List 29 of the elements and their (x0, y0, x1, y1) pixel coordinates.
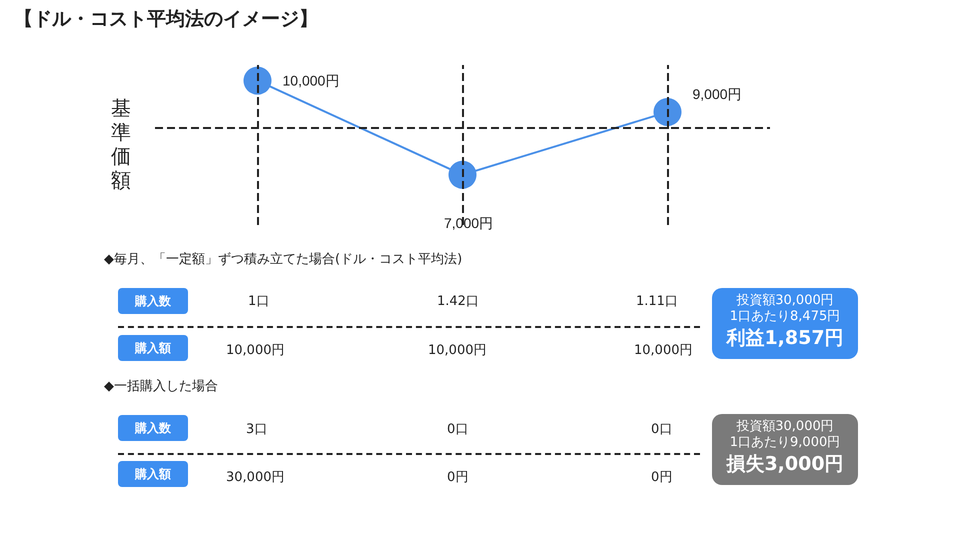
text: 1口あたり9,000円 (728, 435, 842, 451)
text: 1.42口 (437, 293, 479, 310)
text: 3口 (246, 421, 268, 438)
text: 30,000円 (226, 469, 284, 486)
y-axis-title: 基準価額 (111, 98, 131, 192)
text: ◆毎月、「一定額」ずつ積み立てた場合(ドル・コスト平均法) (104, 251, 462, 268)
data-label: 10,000円 (282, 72, 340, 89)
text: 0口 (447, 421, 468, 438)
text: 1口 (248, 293, 270, 310)
text: 購入数 (118, 288, 188, 314)
data-label: 7,000円 (444, 214, 494, 231)
text: 購入額 (118, 461, 188, 487)
chart-title: 【ドル・コスト平均法のイメージ】 (14, 7, 318, 32)
text: 損失3,000円 (725, 452, 845, 477)
data-label: 9,000円 (692, 86, 742, 102)
text: 1.11口 (636, 293, 678, 310)
text: ◆一括購入した場合 (104, 378, 218, 395)
text: 利益1,857円 (725, 326, 845, 351)
text: 0円 (651, 469, 672, 486)
text: 10,000円 (428, 342, 486, 359)
text: 10,000円 (226, 342, 284, 359)
text: 投資額30,000円 (735, 419, 835, 435)
text: 1口あたり8,475円 (728, 309, 842, 325)
text: 購入額 (118, 335, 188, 361)
text: 購入数 (118, 415, 188, 441)
text: 0円 (447, 469, 468, 486)
text: 投資額30,000円 (735, 293, 835, 309)
text: 0口 (651, 421, 672, 438)
text: 10,000円 (634, 342, 692, 359)
